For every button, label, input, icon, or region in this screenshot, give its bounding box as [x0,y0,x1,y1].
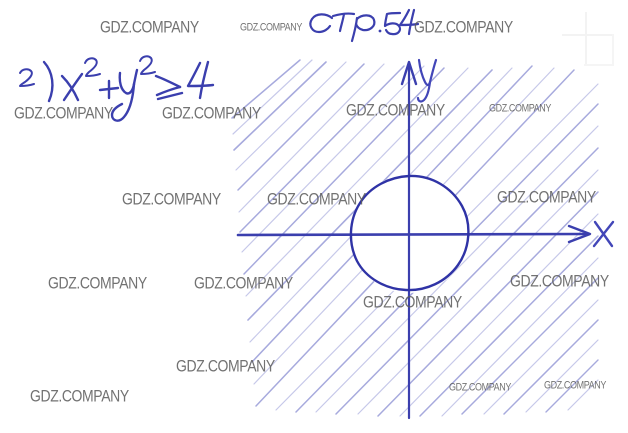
watermark-text: GDZ.COMPANY [122,189,221,208]
watermark-text: GDZ.COMPANY [48,273,147,292]
watermark-text: GDZ.COMPANY [489,102,551,114]
watermark-text: GDZ.COMPANY [194,273,293,292]
watermark-text: GDZ.COMPANY [30,386,129,405]
circle-graph [349,174,470,292]
watermark-text: GDZ.COMPANY [100,17,199,36]
y-axis-label [416,58,438,103]
watermark-text: GDZ.COMPANY [346,100,445,119]
watermark-text: GDZ.COMPANY [510,271,609,290]
watermark-text: GDZ.COMPANY [363,292,462,311]
x-axis [236,224,592,244]
watermark-text: GDZ.COMPANY [267,189,366,208]
page-number-handwriting [309,8,420,43]
watermark-text: GDZ.COMPANY [497,187,596,206]
watermark-text: GDZ.COMPANY [14,103,113,122]
watermark-text: GDZ.COMPANY [176,356,275,375]
x-axis-label [592,220,615,248]
watermark-text: GDZ.COMPANY [162,103,261,122]
registration-mark-vertical [585,12,587,64]
registration-crop-mark [562,12,614,66]
watermark-text: GDZ.COMPANY [449,381,511,393]
watermark-text: GDZ.COMPANY [240,21,302,33]
watermark-text: GDZ.COMPANY [544,379,606,391]
registration-mark-horizontal [562,34,612,36]
registration-mark-corner-box [584,34,614,66]
watermark-text: GDZ.COMPANY [414,17,513,36]
